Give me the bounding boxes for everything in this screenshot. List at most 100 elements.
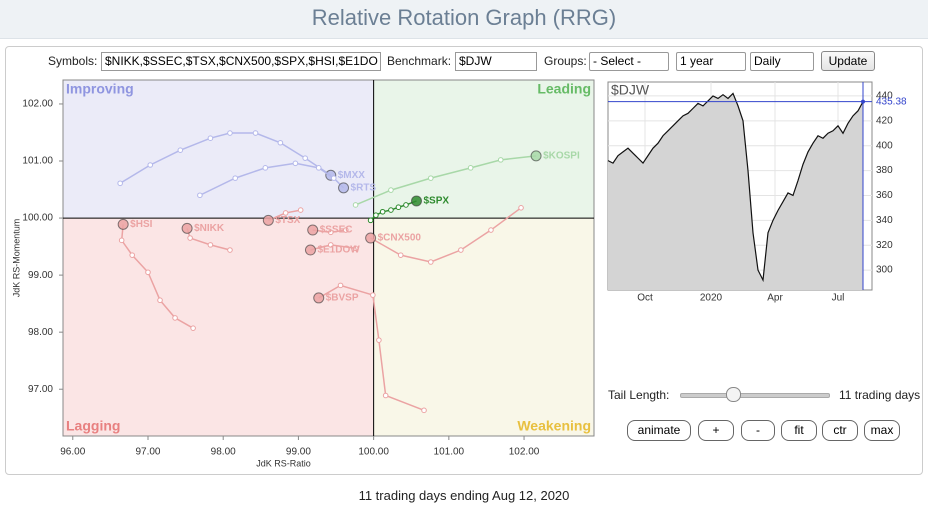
period-select[interactable]: 1 year (676, 52, 746, 71)
tail-point (297, 207, 304, 213)
series-label: $CNX500 (378, 233, 422, 244)
tail-head (304, 244, 316, 256)
y-tick-label: 340 (876, 215, 893, 226)
page-title: Relative Rotation Graph (RRG) (0, 0, 928, 39)
tail-point (190, 325, 196, 331)
tail-point (177, 147, 184, 153)
tail-head (117, 218, 129, 230)
tail-point (315, 165, 322, 171)
tail-point (376, 337, 382, 343)
tail-point (488, 227, 494, 233)
symbols-input[interactable]: $NIKK,$SSEC,$TSX,$CNX500,$SPX,$HSI,$E1DO (101, 52, 381, 71)
control-button[interactable]: max (864, 420, 900, 441)
tail-point (118, 237, 125, 244)
benchmark-label: Benchmark: (387, 54, 452, 68)
y-tick-label: 440 (876, 91, 893, 102)
tail-point (277, 139, 284, 146)
series-label: $MXX (338, 170, 366, 181)
tail-head (365, 232, 377, 244)
groups-label: Groups: (544, 54, 587, 68)
tail-point (382, 392, 389, 399)
x-tick-label: Jul (832, 293, 845, 304)
y-tick-label: 97.00 (28, 384, 53, 395)
tail-point (388, 187, 394, 193)
tail-point (403, 202, 409, 208)
tail-point (395, 204, 402, 211)
x-tick-label: 2020 (700, 293, 723, 304)
tail-point (262, 165, 269, 171)
tail-point (427, 175, 434, 181)
y-tick-label: 102.00 (22, 99, 53, 110)
tail-point (352, 202, 359, 208)
charts: Improving Leading Lagging Weakening 96.00 97.… (11, 79, 907, 468)
tail-head (181, 222, 193, 234)
tail-head (338, 182, 350, 194)
tail (370, 207, 522, 263)
tail-slider[interactable] (680, 393, 830, 398)
footer: 11 trading days ending Aug 12, 2020 (358, 488, 570, 503)
tail-point (388, 207, 394, 213)
control-button[interactable]: + (698, 420, 734, 441)
series-label: $SSEC (320, 225, 353, 236)
y-tick-label: 320 (876, 240, 893, 251)
update-button[interactable]: Update (821, 51, 875, 71)
series-label: $BVSP (326, 293, 359, 304)
tail-point (117, 180, 123, 187)
tail-point (207, 135, 214, 141)
y-tick-label: 101.00 (22, 156, 53, 167)
tail-point (207, 242, 214, 248)
chart-title: $DJW (611, 82, 650, 98)
control-button[interactable]: fit (781, 420, 817, 441)
y-tick-label: 300 (876, 265, 893, 276)
tail-head (313, 292, 325, 304)
y-tick-label: 360 (876, 190, 893, 201)
benchmark-input[interactable]: $DJW (455, 52, 537, 71)
x-tick-label: 97.00 (135, 447, 160, 458)
y-tick-label: 400 (876, 140, 893, 151)
x-tick-label: 99.00 (286, 447, 311, 458)
slider-handle[interactable] (726, 387, 741, 402)
tail-point (330, 175, 337, 181)
quadrant-label: Weakening (517, 418, 591, 434)
tail-head (530, 150, 542, 162)
groups-select[interactable]: - Select - (589, 52, 669, 71)
quadrant-leading (373, 80, 594, 219)
price-line (607, 92, 864, 283)
tail (318, 284, 425, 412)
area (608, 93, 863, 290)
series-label: $E1DOW (317, 245, 360, 256)
tail-point (302, 155, 308, 161)
tail-head (410, 195, 422, 207)
tail-point (397, 252, 404, 258)
quadrant-weakening (373, 218, 594, 436)
tail-point (252, 130, 259, 136)
tail-point (421, 407, 427, 414)
y-tick-label: 98.00 (28, 327, 53, 338)
series-label: $KOSPI (543, 151, 580, 162)
series-label: $SPX (423, 196, 449, 207)
control-button[interactable]: - (741, 420, 775, 441)
control-button[interactable]: animate (627, 420, 691, 441)
tail-length-label: Tail Length: (608, 388, 670, 402)
tail-point (367, 217, 374, 224)
tail-point (145, 269, 151, 276)
tail-head (307, 224, 319, 236)
y-tick-label: 99.00 (28, 270, 53, 281)
tail-point (157, 297, 163, 304)
tail-point (327, 229, 334, 236)
tail-point (227, 247, 233, 253)
tail-point (282, 210, 289, 216)
tail-head (262, 214, 274, 226)
frequency-select[interactable]: Daily (750, 52, 814, 71)
tail-point (467, 165, 474, 171)
last-value-label: 435.38 (876, 96, 907, 107)
x-tick-label: 96.00 (60, 447, 85, 458)
tail-point (232, 175, 239, 181)
control-button[interactable]: ctr (822, 420, 858, 441)
last-point (861, 99, 865, 104)
x-axis-label: JdK RS-Ratio (256, 458, 311, 468)
tail-point (518, 204, 524, 211)
series-label: $NIKK (194, 223, 225, 234)
series-label: $RTS (351, 182, 377, 193)
